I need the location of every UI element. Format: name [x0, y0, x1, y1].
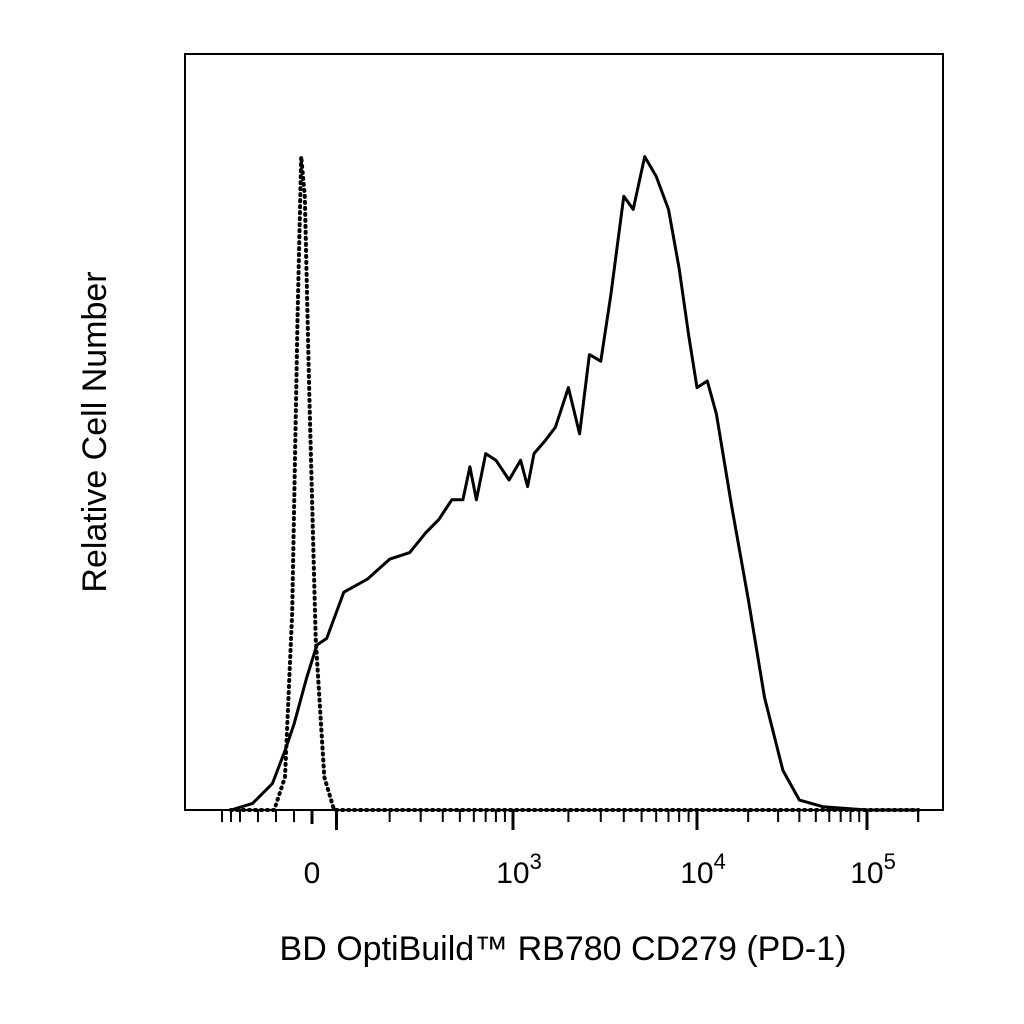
control-histogram-line [229, 154, 921, 812]
x-tick-label: 105 [850, 849, 896, 890]
x-axis-label: BD OptiBuild™ RB780 CD279 (PD-1) [280, 930, 847, 968]
plot-frame [184, 53, 944, 811]
series-layer [229, 154, 921, 812]
y-axis-label: Relative Cell Number [76, 271, 114, 592]
x-tick-labels: 0 103 104 105 [304, 849, 896, 890]
stained-histogram-line [229, 155, 920, 812]
x-axis-ticks [221, 810, 920, 830]
x-tick-label: 0 [304, 857, 321, 890]
x-tick-label: 103 [496, 849, 542, 890]
x-tick-label: 104 [680, 849, 726, 890]
